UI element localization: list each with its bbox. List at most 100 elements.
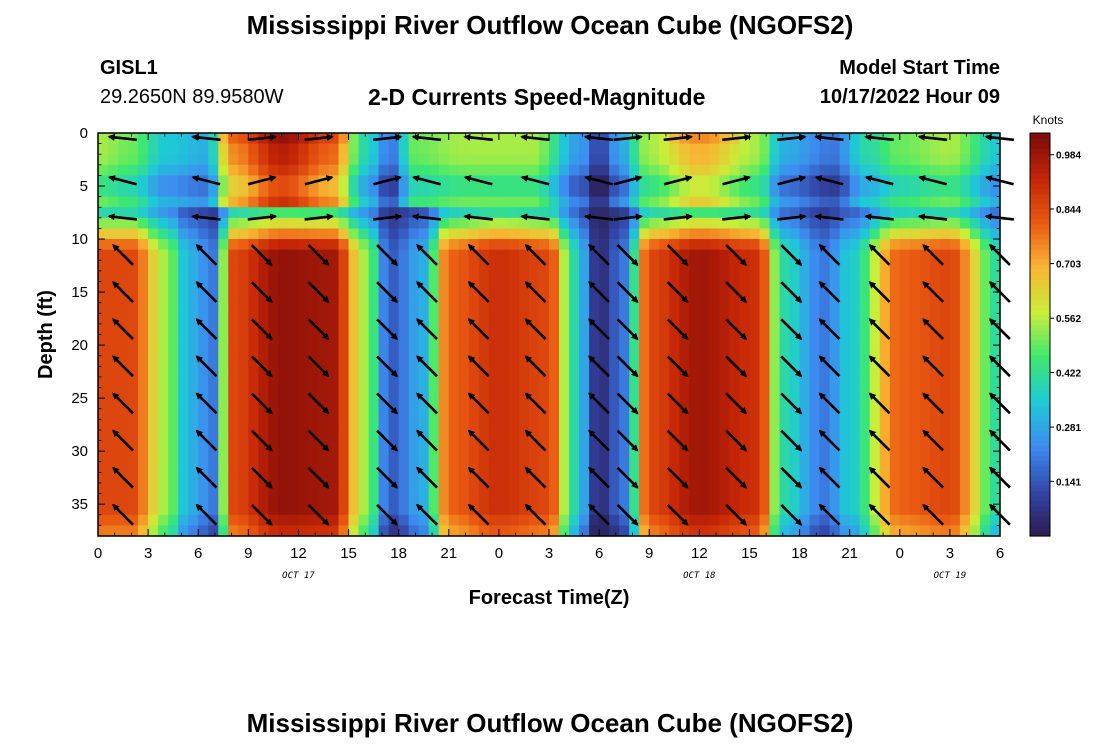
heatmap-cell	[318, 429, 330, 442]
heatmap-cell	[368, 154, 380, 166]
heatmap-cell	[689, 323, 700, 336]
heatmap-cell	[148, 429, 159, 442]
heatmap-cell	[338, 482, 350, 495]
heatmap-cell	[559, 323, 570, 336]
current-arrow	[616, 429, 639, 452]
heatmap-cell	[829, 207, 841, 219]
heatmap-cell	[809, 482, 821, 495]
heatmap-cell	[859, 366, 871, 378]
heatmap-cell	[869, 270, 881, 283]
heatmap-cell	[258, 345, 269, 357]
heatmap-cell	[138, 376, 149, 389]
heatmap-cell	[969, 461, 981, 473]
heatmap-cell	[438, 270, 450, 283]
heatmap-cell	[428, 355, 440, 367]
heatmap-cell	[889, 175, 901, 187]
heatmap-cell	[438, 207, 450, 219]
heatmap-cell	[178, 207, 189, 219]
heatmap-cell	[498, 419, 510, 431]
heatmap-cell	[689, 196, 700, 208]
heatmap-cell	[438, 164, 450, 177]
heatmap-cell	[538, 323, 550, 336]
heatmap-cell	[819, 472, 831, 484]
heatmap-cell	[599, 472, 610, 484]
heatmap-cell	[268, 154, 279, 166]
heatmap-cell	[268, 302, 279, 314]
current-arrow	[780, 281, 803, 304]
heatmap-cell	[979, 207, 991, 219]
heatmap-cell	[579, 345, 590, 357]
heatmap-cell	[789, 472, 801, 484]
heatmap-cell	[388, 504, 400, 516]
heatmap-cell	[218, 175, 229, 187]
heatmap-cell	[609, 186, 620, 198]
heatmap-cell	[488, 408, 500, 420]
heatmap-cell	[118, 228, 129, 240]
heatmap-cell	[689, 440, 700, 452]
heatmap-cell	[178, 451, 189, 463]
heatmap-cell	[759, 228, 771, 240]
heatmap-cell	[148, 313, 159, 325]
heatmap-cell	[268, 239, 279, 251]
heatmap-cell	[518, 217, 530, 230]
heatmap-cell	[649, 334, 660, 346]
heatmap-cell	[408, 376, 420, 389]
heatmap-cell	[408, 302, 420, 314]
heatmap-cell	[298, 143, 310, 155]
heatmap-cell	[388, 429, 400, 442]
colorbar-swatch	[1030, 394, 1050, 401]
heatmap-cell	[659, 376, 670, 389]
current-arrow	[416, 429, 438, 452]
heatmap-cell	[669, 355, 680, 367]
heatmap-cell	[248, 419, 259, 431]
current-arrow	[663, 133, 693, 142]
heatmap-cell	[559, 260, 570, 272]
heatmap-cell	[579, 440, 590, 452]
heatmap-cell	[969, 429, 981, 442]
heatmap-cell	[929, 504, 941, 516]
heatmap-cell	[569, 270, 580, 283]
heatmap-cell	[569, 334, 580, 346]
heatmap-cell	[829, 217, 841, 230]
heatmap-cell	[799, 281, 811, 293]
current-arrow	[918, 175, 948, 186]
heatmap-cell	[278, 504, 290, 516]
heatmap-cell	[899, 207, 911, 219]
heatmap-cell	[108, 493, 119, 505]
heatmap-cell	[679, 355, 690, 367]
heatmap-cell	[899, 281, 911, 293]
heatmap-cell	[919, 196, 931, 208]
heatmap-cell	[338, 376, 350, 389]
heatmap-cell	[178, 355, 189, 367]
heatmap-cell	[128, 270, 139, 283]
heatmap-cell	[809, 398, 821, 410]
heatmap-cell	[789, 429, 801, 442]
heatmap-cell	[649, 366, 660, 378]
heatmap-cell	[348, 525, 360, 537]
heatmap-cell	[168, 323, 179, 336]
heatmap-cell	[268, 504, 279, 516]
heatmap-cell	[649, 387, 660, 399]
heatmap-cell	[949, 334, 961, 346]
heatmap-cell	[889, 207, 901, 219]
heatmap-cell	[518, 398, 530, 410]
heatmap-cell	[719, 504, 730, 516]
heatmap-cell	[749, 376, 761, 389]
heatmap-cell	[889, 196, 901, 208]
heatmap-cell	[438, 440, 450, 452]
heatmap-cell	[809, 217, 821, 230]
heatmap-cell	[639, 239, 650, 251]
heatmap-cell	[809, 504, 821, 516]
heatmap-cell	[829, 451, 841, 463]
heatmap-cell	[178, 419, 189, 431]
heatmap-cell	[538, 387, 550, 399]
current-arrow	[666, 503, 689, 526]
heatmap-cell	[579, 292, 590, 304]
heatmap-cell	[348, 345, 360, 357]
heatmap-cell	[198, 504, 209, 516]
heatmap-cell	[909, 313, 921, 325]
heatmap-cell	[308, 186, 320, 198]
colorbar-swatch	[1030, 495, 1050, 502]
heatmap-cell	[569, 429, 580, 442]
heatmap-cell	[478, 451, 490, 463]
